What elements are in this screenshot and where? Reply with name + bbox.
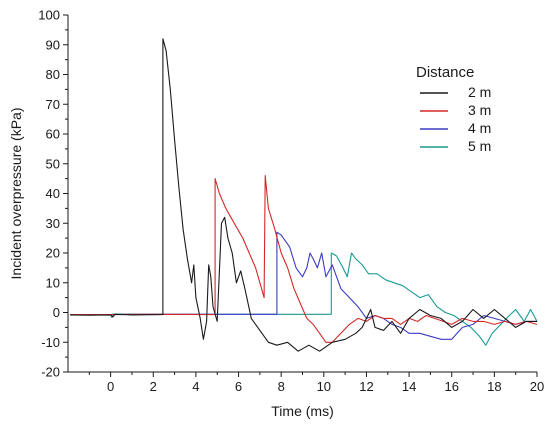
- axes: 0 2 4 6 8 10 12 14 16 18 20 -20 -10 0 10 20 30 40 50 60 70 8…: [38, 8, 544, 395]
- x-tick-label: 4: [192, 379, 199, 394]
- series-line-5m: [70, 252, 538, 346]
- y-tick-label: -10: [41, 335, 60, 350]
- legend-label: 4 m: [468, 120, 491, 136]
- y-tick-label: 20: [46, 246, 60, 261]
- y-tick-label: 40: [46, 186, 60, 201]
- x-tick-label: 16: [444, 379, 458, 394]
- legend-label: 2 m: [468, 84, 491, 100]
- y-tick-label: 30: [46, 216, 60, 231]
- y-tick-label: 0: [53, 305, 60, 320]
- x-tick-label: 14: [402, 379, 416, 394]
- x-tick-label: 6: [235, 379, 242, 394]
- y-tick-label: -20: [41, 365, 60, 380]
- series-line-4m: [70, 231, 537, 340]
- x-tick-label: 0: [107, 379, 114, 394]
- series-line-2m: [70, 38, 537, 352]
- x-axis-title: Time (ms): [271, 403, 333, 419]
- x-tick-label: 2: [150, 379, 157, 394]
- legend: Distance 2 m 3 m 4 m 5 m: [416, 64, 491, 154]
- y-tick-label: 60: [46, 127, 60, 142]
- x-tick-label: 8: [278, 379, 285, 394]
- y-tick-label: 10: [46, 275, 60, 290]
- y-axis-title: Incident overpressure (kPa): [8, 108, 24, 280]
- x-tick-label: 12: [359, 379, 373, 394]
- x-tick-label: 20: [530, 379, 544, 394]
- legend-label: 5 m: [468, 138, 491, 154]
- x-axis-ticks: 0 2 4 6 8 10 12 14 16 18 20: [88, 372, 544, 394]
- y-tick-label: 80: [46, 67, 60, 82]
- legend-items: 2 m 3 m 4 m 5 m: [420, 84, 491, 154]
- x-tick-label: 18: [487, 379, 501, 394]
- legend-label: 3 m: [468, 102, 491, 118]
- y-tick-label: 50: [46, 156, 60, 171]
- plot-area: [70, 38, 538, 352]
- y-axis-ticks: -20 -10 0 10 20 30 40 50 60 70 80 90 100: [38, 8, 68, 380]
- y-tick-label: 70: [46, 97, 60, 112]
- y-tick-label: 90: [46, 37, 60, 52]
- series-lines: [70, 38, 538, 352]
- x-tick-label: 10: [317, 379, 331, 394]
- y-tick-label: 100: [38, 8, 60, 23]
- legend-title: Distance: [416, 64, 474, 81]
- series-line-3m: [70, 175, 538, 343]
